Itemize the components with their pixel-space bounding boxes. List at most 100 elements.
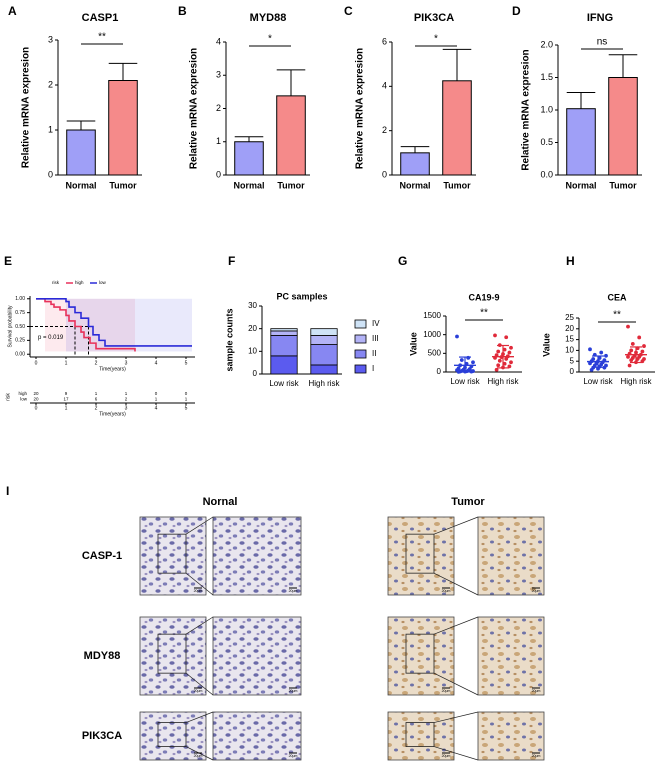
y-tick-label: 3 [216,70,221,80]
data-point [626,354,630,359]
y-tick-label: 1000 [423,330,441,339]
y-tick-label: 2 [48,79,53,89]
y-tick-label: 4 [216,36,221,46]
survival-curve [36,297,192,347]
bar [442,80,472,176]
y-tick-label: 1 [216,136,221,146]
chart-title: PC samples [276,291,327,301]
bar-segment [270,328,298,332]
risk-count: 1 [95,391,98,396]
y-tick-label: 0 [216,169,221,179]
y-tick-label: 1.00 [15,296,25,302]
panel-label: F [228,254,235,268]
panel-label: B [178,4,187,18]
y-tick-label: 0 [382,169,387,179]
risk-count: 0 [155,391,158,396]
inset-connector [185,616,214,635]
bar-segment [270,335,298,357]
scale-label: 20μm [532,589,541,593]
data-point [496,363,501,368]
chart-title: CASP1 [82,12,119,24]
y-axis-label: Relative mRNA expresion [189,48,200,169]
x-tick-label: Tumor [609,180,637,190]
x-tick-label: Normal [399,180,430,190]
bar [234,141,264,176]
inset-connector [433,746,479,761]
data-point [629,358,634,363]
y-tick-label: 2 [382,125,387,135]
data-point [637,335,642,340]
legend-title: risk [52,280,60,285]
inset-box [157,722,187,747]
ihc-image [387,616,455,696]
ihc-zoom-image [477,616,545,696]
significance-label: ** [98,32,106,43]
y-tick-label: 0 [570,367,575,376]
scale-label: 20μm [532,754,541,758]
data-point [502,361,507,366]
data-point [597,356,602,360]
y-tick-label: 4 [382,81,387,91]
data-point [459,358,464,362]
inset-connector [433,672,479,696]
panel-label: A [8,4,17,18]
scale-label: 20μm [289,754,298,758]
ihc-image [139,516,207,596]
ihc-zoom-image [477,516,545,596]
inset-connector [433,516,479,535]
x-tick-label: High risk [620,377,652,386]
survival-curve [36,297,136,352]
scale-label: 20μm [532,689,541,693]
scale-label: 20μm [289,589,298,593]
bar-segment [270,330,298,336]
data-point [604,353,608,358]
inset-box [405,722,435,747]
annotation: p = 0.019 [38,335,64,341]
column-header: Tumor [451,496,485,508]
data-point [504,335,509,340]
x-tick-label: Tumor [277,180,305,190]
bar [108,80,138,176]
y-tick-label: 20 [565,324,574,333]
y-tick-label: 0 [48,169,53,179]
y-tick-label: 0.50 [15,324,25,330]
legend-swatch [354,349,367,359]
data-point [626,324,630,329]
y-tick-label: 1500 [423,311,441,320]
y-tick-label: 3 [48,34,53,44]
x-tick-label: Low risk [450,377,480,386]
x-tick-label: 3 [125,360,128,366]
data-point [588,361,592,366]
x-axis-label: Time(years) [99,366,126,372]
risk-x-axis-label: Time(years) [99,411,126,417]
x-tick-label: Normal [65,180,96,190]
panel-label: H [566,254,575,268]
inset-connector [185,711,214,723]
x-tick-label: 0 [35,360,38,366]
significance-label: ** [613,310,621,321]
data-point [599,350,604,355]
risk-x-tick-label: 0 [35,405,38,411]
row-label: CASP-1 [82,550,122,562]
y-tick-label: 0 [437,367,442,376]
data-point [502,347,507,352]
y-tick-label: 15 [565,335,574,344]
data-point [627,363,632,368]
legend-swatch [354,334,367,344]
y-tick-label: 5 [570,356,575,365]
x-tick-label: Low risk [269,379,299,388]
bar [400,152,430,176]
x-tick-label: 5 [185,360,188,366]
chart-title: MYD88 [250,12,287,24]
risk-count: 9 [65,391,68,396]
data-point [504,357,509,361]
bar [276,95,306,176]
scale-label: 20μm [194,689,203,693]
risk-count: 1 [185,397,188,402]
x-tick-label: 1 [65,360,68,366]
ihc-zoom-image [477,711,545,761]
ihc-image [387,516,455,596]
inset-connector [433,616,479,635]
y-tick-label: 20 [248,324,257,333]
